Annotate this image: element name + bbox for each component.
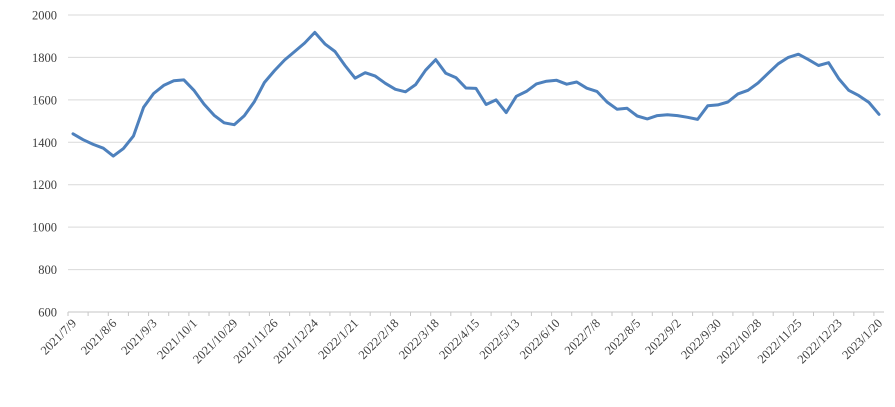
y-gridlines <box>68 14 884 271</box>
y-axis-tick-label: 1200 <box>32 178 57 192</box>
y-axis-tick-label: 800 <box>38 263 57 277</box>
x-axis-tick-label: 2022/2/18 <box>356 316 402 362</box>
x-axis-tick-label: 2022/3/18 <box>396 316 442 362</box>
x-axis-tick-label: 2021/12/24 <box>271 316 322 367</box>
x-axis-tick-label: 2022/1/21 <box>315 316 361 362</box>
y-axis-tick-label: 2000 <box>32 9 57 23</box>
x-axis-tick-label: 2022/4/15 <box>436 316 482 362</box>
y-axis-labels: 600 800 1000 1200 1400 1600 1800 2000 <box>32 9 57 320</box>
y-axis-tick-label: 1800 <box>32 51 57 65</box>
y-axis-tick-label: 1400 <box>32 136 57 150</box>
x-axis-labels: 2021/7/92021/8/62021/9/32021/10/12021/10… <box>38 316 885 367</box>
y-axis-tick-label: 600 <box>38 306 57 320</box>
x-axis-tick-label: 2021/7/9 <box>38 316 79 357</box>
x-axis-tick-label: 2022/6/10 <box>517 316 563 362</box>
data-series-line <box>71 30 881 158</box>
x-axis-tick-label: 2022/9/2 <box>642 316 683 357</box>
y-axis-tick-label: 1000 <box>32 221 57 235</box>
x-axis-tick-label: 2022/7/8 <box>562 316 603 357</box>
x-axis-tick-label: 2023/1/20 <box>839 316 885 362</box>
x-axis-tick-label: 2021/9/3 <box>118 316 159 357</box>
y-axis-tick-label: 1600 <box>32 93 57 107</box>
x-axis-ticks <box>67 312 875 316</box>
x-axis-tick-label: 2022/12/23 <box>795 316 845 366</box>
x-axis-tick-label: 2021/8/6 <box>78 316 119 357</box>
x-axis-tick-label: 2022/5/13 <box>477 316 523 362</box>
x-axis-tick-label: 2022/8/5 <box>602 316 643 357</box>
